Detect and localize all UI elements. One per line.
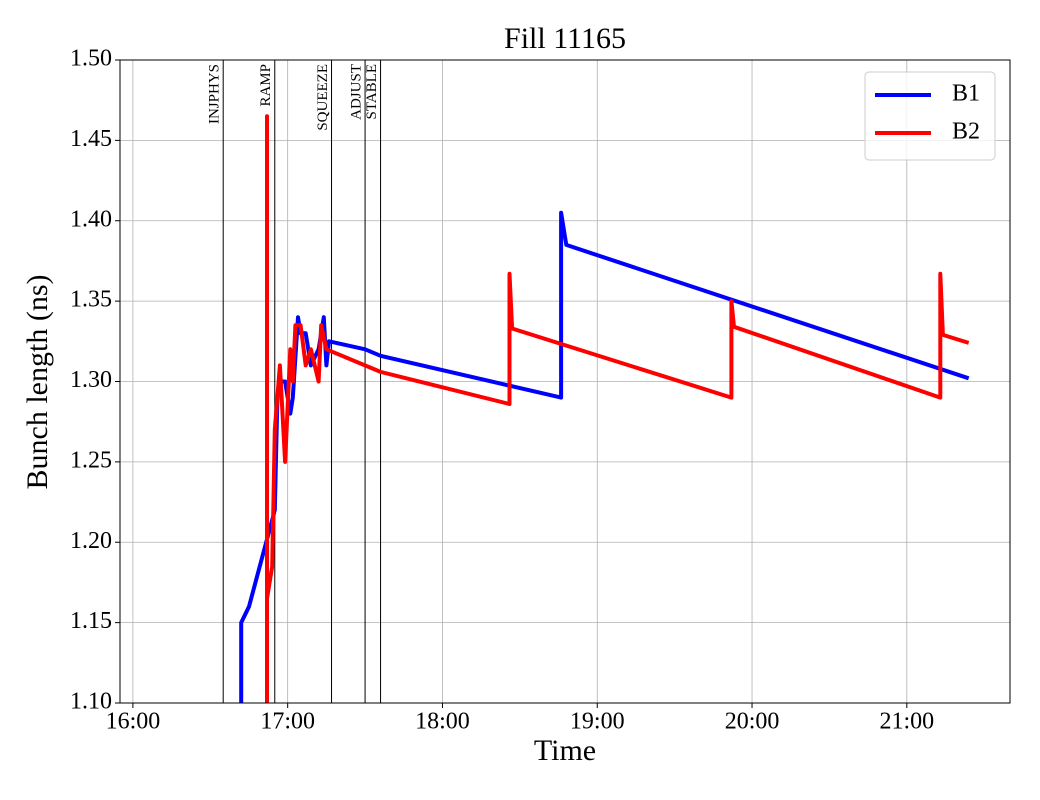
y-tick-label: 1.10 <box>70 689 112 715</box>
plot-frame <box>119 59 1011 704</box>
legend-label: B2 <box>952 119 980 145</box>
y-tick-label: 1.35 <box>70 287 112 313</box>
x-tick-label: 16:00 <box>106 709 161 735</box>
x-tick-label: 19:00 <box>570 709 625 735</box>
phase-label: RAMP <box>258 64 274 107</box>
y-tick-label: 1.30 <box>70 367 112 393</box>
x-axis-label: Time <box>534 734 596 767</box>
y-tick-label: 1.40 <box>70 206 112 232</box>
x-tick-label: 17:00 <box>260 709 315 735</box>
x-tick-label: 21:00 <box>879 709 934 735</box>
y-tick-label: 1.20 <box>70 528 112 554</box>
y-tick-label: 1.25 <box>70 447 112 473</box>
phase-label: INJPHYS <box>207 64 223 124</box>
phase-label: SQUEEZE <box>315 64 331 131</box>
legend-label: B1 <box>952 81 980 107</box>
y-tick-label: 1.50 <box>70 46 112 72</box>
phase-label: STABLE <box>364 64 380 119</box>
series-line <box>239 210 970 703</box>
x-tick-label: 20:00 <box>725 709 780 735</box>
y-tick-label: 1.45 <box>70 126 112 152</box>
chart-title: Fill 11165 <box>504 22 626 55</box>
y-axis-label: Bunch length (ns) <box>21 275 54 490</box>
phase-label: ADJUST <box>349 64 365 120</box>
x-tick-label: 18:00 <box>415 709 470 735</box>
y-tick-label: 1.15 <box>70 608 112 634</box>
series-line <box>265 114 970 703</box>
